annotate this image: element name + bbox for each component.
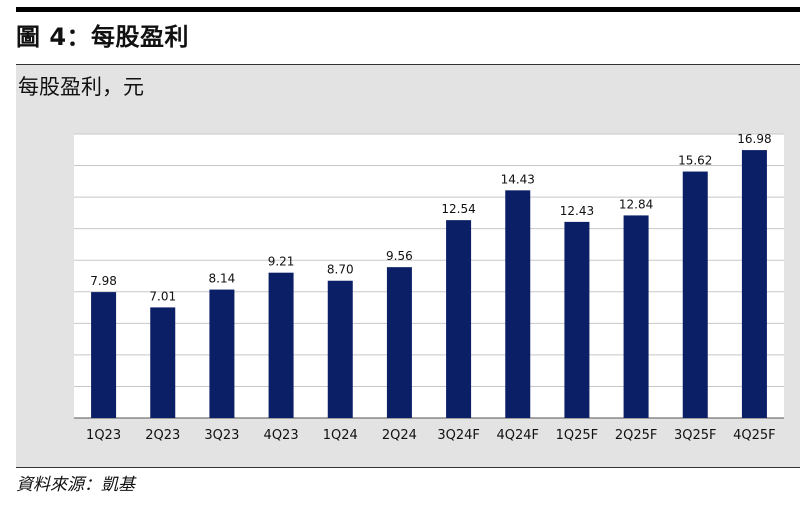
bar bbox=[682, 171, 708, 418]
plot-area bbox=[74, 134, 784, 418]
data-label: 15.62 bbox=[678, 154, 712, 168]
data-label: 12.84 bbox=[619, 197, 653, 211]
bar bbox=[91, 292, 117, 418]
bar-chart: 0.02.04.06.08.010.012.014.016.018.0 7.98… bbox=[74, 132, 784, 443]
data-label: 8.14 bbox=[209, 272, 236, 286]
chart-title: 每股盈利，元 bbox=[18, 75, 144, 99]
x-tick-label: 2Q24 bbox=[382, 428, 417, 443]
x-tick-label: 1Q25F bbox=[556, 428, 599, 443]
x-tick-label: 2Q23 bbox=[145, 428, 180, 443]
bar bbox=[446, 220, 472, 418]
bar bbox=[623, 215, 649, 418]
top-rule bbox=[16, 7, 800, 12]
x-tick-label: 3Q25F bbox=[674, 428, 717, 443]
x-axis: 1Q23 2Q23 3Q23 4Q23 1Q24 2Q24 3Q24F 4Q24F 1Q25F 2… bbox=[86, 428, 776, 443]
x-tick-label: 1Q24 bbox=[323, 428, 358, 443]
bar bbox=[386, 267, 412, 418]
source-note: 資料來源：凱基 bbox=[16, 475, 135, 495]
data-label: 7.98 bbox=[90, 274, 117, 288]
data-label: 14.43 bbox=[501, 172, 535, 186]
data-label: 9.21 bbox=[268, 255, 295, 269]
bar bbox=[150, 307, 176, 418]
data-label: 12.43 bbox=[560, 204, 594, 218]
data-label: 16.98 bbox=[737, 132, 771, 146]
bars: 7.98 7.01 8.14 9.21 8.70 9.56 12.54 14.43 12.43 1… bbox=[90, 132, 772, 419]
x-tick-label: 3Q23 bbox=[204, 428, 239, 443]
bar bbox=[741, 150, 767, 419]
x-tick-label: 4Q23 bbox=[264, 428, 299, 443]
x-tick-label: 2Q25F bbox=[615, 428, 658, 443]
gridlines bbox=[74, 133, 784, 419]
data-label: 7.01 bbox=[149, 289, 176, 303]
x-tick-label: 1Q23 bbox=[86, 428, 121, 443]
bar bbox=[268, 272, 294, 418]
data-label: 12.54 bbox=[441, 202, 475, 216]
data-label: 9.56 bbox=[386, 249, 413, 263]
bar bbox=[327, 280, 353, 418]
x-tick-label: 4Q25F bbox=[733, 428, 776, 443]
bar bbox=[505, 190, 531, 418]
x-tick-label: 3Q24F bbox=[437, 428, 480, 443]
figure-title: 圖 4：每股盈利 bbox=[16, 23, 190, 51]
bar bbox=[209, 289, 235, 418]
bar bbox=[564, 221, 590, 418]
x-tick-label: 4Q24F bbox=[496, 428, 539, 443]
data-label: 8.70 bbox=[327, 263, 354, 277]
